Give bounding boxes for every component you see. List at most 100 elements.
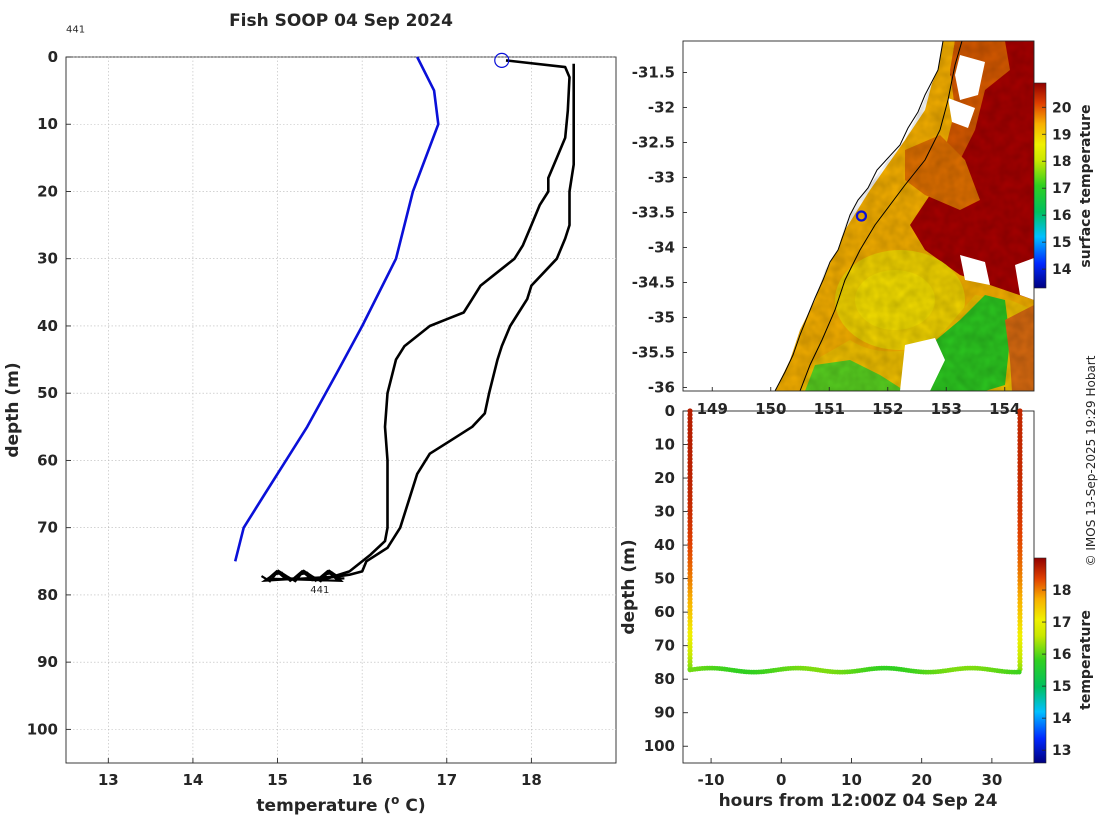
section-cast-point (687, 559, 693, 565)
section-cast-point (1017, 552, 1023, 558)
section-cast-point (687, 426, 693, 433)
map-lon-tick-label: 154 (989, 400, 1020, 418)
profile-ytick-label: 90 (37, 653, 58, 671)
sst-colorbar-tick-label: 17 (1052, 181, 1071, 197)
section-ytick-label: 60 (654, 603, 675, 621)
section-cast-point (687, 662, 693, 669)
section-cast-point (1017, 600, 1023, 606)
section-cast-point (1017, 637, 1023, 643)
section-cast-point (1017, 607, 1023, 613)
section-cast-point (687, 600, 693, 606)
section-cast-point (1017, 452, 1023, 458)
section-cast-point (687, 618, 693, 624)
section-cast-point (1017, 611, 1023, 617)
section-cast-point (687, 566, 693, 573)
section-cast-point (687, 452, 693, 458)
ship-position-marker (855, 210, 868, 222)
section-cast-point (687, 578, 693, 584)
profile-ytick-label: 80 (37, 586, 58, 604)
section-xtick-label: 20 (911, 771, 932, 789)
section-cast-point (1017, 448, 1023, 455)
sst-colorbar (1033, 82, 1047, 289)
profile-annotation: 441 (66, 25, 85, 36)
section-cast-point (687, 526, 693, 532)
section-cast-point (1017, 596, 1023, 602)
section-cast-point (687, 530, 693, 536)
map-lon-tick-label: 151 (814, 400, 845, 418)
section-cast-point (1017, 522, 1023, 528)
section-ytick-label: 80 (654, 670, 675, 688)
section-cast-point (1017, 633, 1023, 639)
map-lat-tick-label: -32.5 (632, 134, 675, 152)
section-ytick-label: 90 (654, 704, 675, 722)
sst-map-panel: 149 150 151 152 153 154-31.5-32-32.5-33-33.5-… (632, 40, 1094, 418)
section-colorbar-tick-label: 15 (1052, 679, 1071, 695)
section-cast-point (687, 408, 693, 414)
section-cast-point (1017, 437, 1023, 444)
section-cast-point (687, 489, 693, 495)
section-cast-point (1017, 563, 1023, 569)
section-xlabel: hours from 12:00Z 04 Sep 24 (719, 791, 998, 811)
section-cast-point (687, 478, 693, 484)
map-lat-tick-label: -31.5 (632, 64, 675, 82)
map-lat-tick-label: -36 (648, 379, 675, 397)
section-cast-point (687, 637, 693, 643)
section-cast-point (1017, 548, 1023, 554)
section-ytick-label: 30 (654, 503, 675, 521)
section-cast-point (1017, 489, 1023, 495)
section-cast-point (1017, 467, 1023, 473)
section-cast-point (1017, 500, 1023, 506)
sst-colorbar-tick-label: 19 (1052, 127, 1071, 143)
section-cast-point (687, 552, 693, 558)
section-cast-point (687, 460, 693, 466)
section-cast-point (687, 463, 693, 469)
section-cast-point (687, 570, 693, 576)
coastline (774, 41, 944, 391)
section-cast-point (1017, 496, 1023, 503)
section-cast-point (1017, 566, 1023, 573)
section-cast-point (687, 614, 693, 621)
profile-xtick-label: 17 (436, 771, 457, 789)
section-cast-point (1017, 544, 1023, 551)
section-cast-point (687, 541, 693, 547)
section-ytick-label: 0 (665, 402, 675, 420)
section-cast-point (1017, 581, 1023, 587)
section-cast-point (687, 581, 693, 587)
profile-ytick-label: 30 (37, 250, 58, 268)
sst-colorbar-tick-label: 18 (1052, 154, 1071, 170)
profile-series-ascent (319, 63, 575, 581)
profile-xtick-label: 13 (98, 771, 119, 789)
profile-panel: 13 14 15 16 17 18 0 10 20 30 40 50 60 70 80 90 100 441 44… (3, 25, 617, 816)
land (683, 41, 943, 391)
section-cast-point (1017, 456, 1023, 462)
section-cast-point (1017, 507, 1023, 514)
section-cast-point (1017, 515, 1023, 521)
section-cast-point (687, 482, 693, 488)
sst-colorbar-tick-label: 14 (1052, 262, 1072, 278)
section-colorbar-label: temperature (1078, 610, 1094, 710)
section-cast-point (687, 415, 693, 421)
section-cast-point (1017, 533, 1023, 539)
map-lon-tick-label: 150 (755, 400, 786, 418)
map-lat-tick-label: -32 (648, 99, 675, 117)
profile-ytick-label: 60 (37, 451, 58, 469)
section-cast-point (687, 607, 693, 613)
profile-ytick-label: 40 (37, 317, 58, 335)
profile-ytick-label: 100 (27, 720, 58, 738)
section-cast-point (1017, 578, 1023, 584)
section-cast-point (687, 544, 693, 551)
profile-xtick-label: 14 (182, 771, 203, 789)
section-cast-point (1017, 441, 1023, 447)
section-colorbar-tick-label: 13 (1052, 743, 1071, 759)
section-cast-point (687, 496, 693, 503)
section-cast-point (687, 659, 693, 665)
section-cast-point (1017, 574, 1023, 580)
section-colorbar-tick-label: 16 (1052, 647, 1071, 663)
profile-series-climatology (233, 56, 440, 562)
section-ytick-label: 70 (654, 637, 675, 655)
section-cast-point (1017, 618, 1023, 624)
section-cast-point (1017, 482, 1023, 488)
map-lon-tick-label: 152 (872, 400, 903, 418)
section-ytick-label: 100 (644, 737, 675, 755)
